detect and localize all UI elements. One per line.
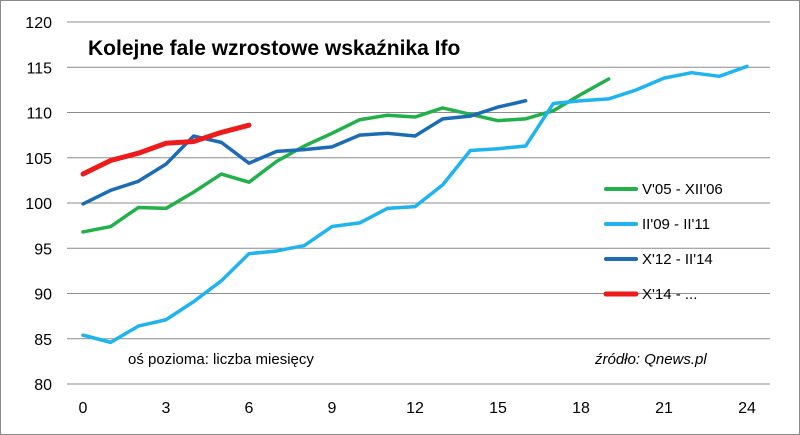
x-tick-label: 9	[328, 400, 337, 417]
x-tick-label: 15	[489, 400, 507, 417]
x-tick-labels: 0 3 6 9 12 15 18 21 24	[79, 400, 756, 417]
source-note: źródło: Qnews.pl	[594, 351, 707, 368]
x-tick-label: 0	[79, 400, 88, 417]
series-line	[81, 64, 749, 345]
y-tick-label: 90	[34, 287, 52, 304]
legend-label: V'05 - XII'06	[642, 181, 723, 198]
series-line	[80, 122, 252, 177]
series-lines	[80, 64, 749, 345]
y-tick-label: 110	[26, 106, 52, 123]
x-tick-label: 21	[655, 400, 673, 417]
x-tick-label: 6	[245, 400, 254, 417]
y-tick-labels: 80 85 90 95 100 105 110 115 120	[25, 15, 52, 394]
y-tick-label: 100	[25, 196, 52, 213]
y-tick-label: 120	[25, 15, 52, 32]
x-tick-label: 18	[572, 400, 590, 417]
y-tick-label: 85	[34, 332, 52, 349]
y-tick-label: 105	[25, 151, 52, 168]
legend: V'05 - XII'06 II'09 - II'11 X'12 - II'14 X'…	[603, 181, 723, 303]
legend-label: X'14 - ...	[642, 286, 697, 303]
y-tick-label: 115	[26, 60, 52, 77]
series-line	[81, 98, 528, 206]
axis-note: oś pozioma: liczba miesięcy	[128, 351, 314, 368]
y-tick-label: 80	[34, 377, 52, 394]
x-tick-label: 24	[738, 400, 756, 417]
x-tick-label: 12	[406, 400, 424, 417]
x-tick-label: 3	[162, 400, 171, 417]
legend-label: X'12 - II'14	[642, 251, 713, 268]
gridlines	[67, 21, 770, 340]
y-tick-label: 95	[34, 241, 52, 258]
legend-label: II'09 - II'11	[642, 216, 710, 233]
chart-title: Kolejne fale wzrostowe wskaźnika Ifo	[88, 37, 460, 60]
series-line	[81, 77, 611, 234]
